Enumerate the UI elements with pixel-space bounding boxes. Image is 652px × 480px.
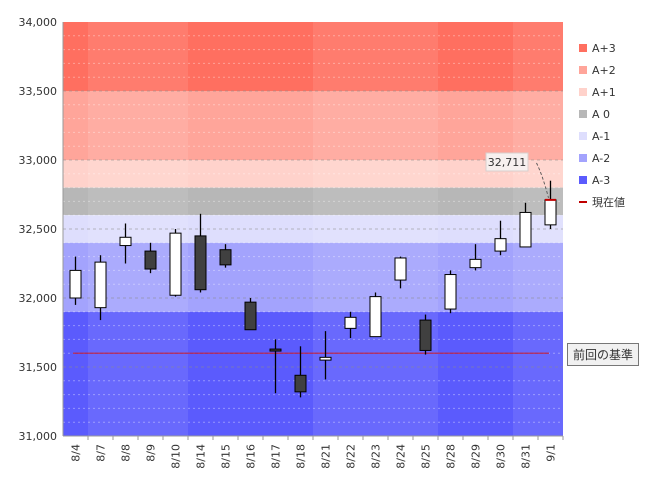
candle-8/14 [194, 213, 207, 293]
previous-base-label: 前回の基準 [567, 343, 640, 366]
x-tick-label: 8/28 [445, 444, 458, 469]
candle-body-down [294, 374, 307, 393]
y-tick-label: 32,000 [19, 292, 58, 305]
candle-body-up [444, 274, 457, 310]
candle-body-up [344, 316, 357, 329]
x-tick-label: 8/15 [220, 444, 233, 469]
band-0 [63, 22, 563, 91]
candle-body-up [119, 236, 132, 247]
legend-label-4: A-1 [592, 130, 610, 143]
candle-body-down [419, 319, 432, 351]
band-3 [63, 187, 563, 216]
candle-8/25 [419, 314, 432, 355]
x-tick-label: 8/14 [195, 444, 208, 469]
candle-8/16 [244, 298, 257, 331]
band-1 [63, 91, 563, 160]
candle-8/29 [469, 244, 482, 271]
candle-8/28 [444, 270, 457, 314]
candle-8/30 [494, 220, 507, 256]
legend-label-0: A+3 [592, 42, 616, 55]
candle-8/8 [119, 223, 132, 264]
candle-body-up [544, 199, 557, 226]
x-tick-label: 8/18 [295, 444, 308, 469]
x-tick-label: 8/17 [270, 444, 283, 469]
x-tick-label: 8/25 [420, 444, 433, 469]
y-tick-label: 34,000 [19, 16, 58, 29]
candle-body-up [369, 296, 382, 338]
x-tick-label: 8/7 [95, 444, 108, 462]
legend: A+3 A+2 A+1 A 0 A-1 A-2 A-3 現在値 [579, 42, 625, 209]
y-tick-label: 31,500 [19, 361, 58, 374]
candle-8/21 [319, 331, 332, 380]
legend-swatch-6 [579, 176, 587, 184]
y-tick-label: 33,000 [19, 154, 58, 167]
legend-current-label: 現在値 [592, 196, 625, 209]
candle-8/23 [369, 292, 382, 338]
legend-label-6: A-3 [592, 174, 610, 187]
x-tick-label: 8/4 [70, 444, 83, 462]
current-value-callout: 32,711 [485, 152, 549, 198]
legend-swatch-1 [579, 66, 587, 74]
candle-body-down [219, 249, 232, 266]
current-value-label: 32,711 [488, 156, 527, 169]
legend-swatch-2 [579, 88, 587, 96]
y-axis-ticks: 31,000 31,500 32,000 32,500 33,000 33,500 34,0… [19, 16, 58, 443]
legend-swatch-3 [579, 110, 587, 118]
legend-swatch-4 [579, 132, 587, 140]
x-tick-label: 8/29 [470, 444, 483, 469]
x-tick-label: 8/31 [520, 444, 533, 469]
y-tick-label: 33,500 [19, 85, 58, 98]
candle-8/31 [519, 202, 532, 248]
candle-8/7 [94, 255, 107, 321]
candle-body-up [169, 232, 182, 296]
candle-body-up [94, 261, 107, 309]
candle-8/22 [344, 311, 357, 339]
candle-8/24 [394, 256, 407, 289]
x-tick-label: 8/16 [245, 444, 258, 469]
candle-body-up [494, 238, 507, 252]
candles [69, 180, 557, 398]
y-tick-label: 32,500 [19, 223, 58, 236]
candle-8/18 [294, 346, 307, 398]
candle-body-up [519, 211, 532, 248]
x-tick-label: 8/9 [145, 444, 158, 462]
x-tick-label: 8/24 [395, 444, 408, 469]
callout-box [485, 152, 529, 172]
candle-8/9 [144, 242, 157, 274]
x-tick-label: 8/8 [120, 444, 133, 462]
x-tick-label: 8/22 [345, 444, 358, 469]
candle-body-down [194, 235, 207, 291]
candle-body-up [394, 257, 407, 281]
x-tick-label: 8/10 [170, 444, 183, 469]
legend-label-2: A+1 [592, 86, 616, 99]
legend-swatch-0 [579, 44, 587, 52]
legend-label-1: A+2 [592, 64, 616, 77]
candle-8/17 [269, 339, 282, 394]
y-tick-label: 31,000 [19, 430, 58, 443]
candle-8/15 [219, 244, 232, 268]
x-tick-label: 8/30 [495, 444, 508, 469]
candle-8/4 [69, 256, 82, 305]
x-tick-label: 9/1 [545, 444, 558, 462]
candle-body-up [469, 258, 482, 269]
candle-9/1 [544, 180, 557, 229]
candle-body-down [269, 348, 282, 352]
x-tick-label: 8/23 [370, 444, 383, 469]
legend-label-3: A 0 [592, 108, 610, 121]
candle-body-up [69, 269, 82, 299]
band-layer [63, 22, 563, 436]
band-6 [63, 311, 563, 436]
callout-leader [536, 162, 549, 198]
x-axis-ticks: 8/4 8/7 8/8 8/9 8/10 8/14 8/15 8/16 8/17 8/18 8/21… [70, 436, 564, 469]
band-2 [63, 160, 563, 188]
candle-body-up [319, 356, 332, 361]
legend-label-5: A-2 [592, 152, 610, 165]
candle-body-down [144, 250, 157, 270]
candle-body-down [244, 301, 257, 331]
legend-swatch-5 [579, 154, 587, 162]
candle-8/10 [169, 229, 182, 297]
x-tick-label: 8/21 [320, 444, 333, 469]
